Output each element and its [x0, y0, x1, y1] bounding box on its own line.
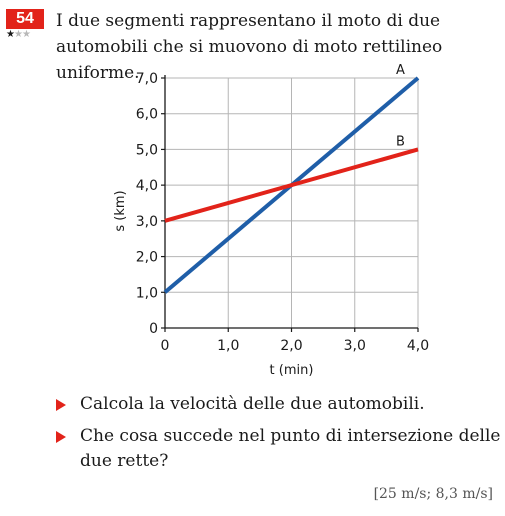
- y-tick-label: 2,0: [136, 250, 158, 266]
- series-label-b: B: [396, 134, 405, 149]
- star-filled-icon: ★: [6, 29, 15, 40]
- chart-series: [163, 76, 420, 294]
- bullet-arrow-icon: [56, 431, 66, 443]
- answer-key: [25 m/s; 8,3 m/s]: [373, 486, 493, 502]
- x-tick-label: 4,0: [407, 338, 429, 354]
- y-axis-label: s (km): [113, 190, 128, 231]
- y-tick-label: 1,0: [136, 285, 158, 301]
- star-empty-icon: ★: [21, 29, 31, 40]
- y-tick-label: 0: [149, 321, 158, 337]
- x-tick-label: 3,0: [344, 338, 366, 354]
- problem-text: I due segmenti rappresentano il moto di …: [56, 11, 443, 83]
- distance-time-chart: 0 1,0 2,0 3,0 4,0 0 1,0 2,0 3,0 4,0 5,0 6,0 7,0 t (mi…: [113, 63, 429, 378]
- y-tick-label: 3,0: [136, 214, 158, 230]
- x-tick-label: 0: [161, 338, 170, 354]
- x-axis-label: t (min): [270, 363, 314, 378]
- question-text: Calcola la velocità delle due automobili…: [80, 394, 425, 414]
- y-tick-label: 7,0: [136, 71, 158, 87]
- bullet-arrow-icon: [56, 399, 66, 411]
- question-item: Calcola la velocità delle due automobili…: [56, 392, 501, 417]
- question-text: Che cosa succede nel punto di intersezio…: [80, 426, 501, 471]
- y-tick-label: 6,0: [136, 107, 158, 123]
- series-line-b: [164, 147, 419, 223]
- question-list: Calcola la velocità delle due automobili…: [56, 392, 501, 481]
- problem-number-badge: 54: [6, 9, 44, 29]
- chart-grid: [165, 77, 419, 328]
- x-tick-label: 1,0: [217, 338, 239, 354]
- y-tick-label: 4,0: [136, 178, 158, 194]
- series-label-a: A: [396, 63, 405, 78]
- difficulty-rating: ★★★: [6, 29, 31, 40]
- y-tick-label: 5,0: [136, 142, 158, 158]
- chart-labels: 0 1,0 2,0 3,0 4,0 0 1,0 2,0 3,0 4,0 5,0 6,0 7,0 t (mi…: [113, 63, 429, 378]
- chart-axes: [161, 75, 419, 332]
- star-empty-icon: ★: [13, 29, 23, 40]
- question-item: Che cosa succede nel punto di intersezio…: [56, 424, 501, 474]
- x-tick-label: 2,0: [280, 338, 302, 354]
